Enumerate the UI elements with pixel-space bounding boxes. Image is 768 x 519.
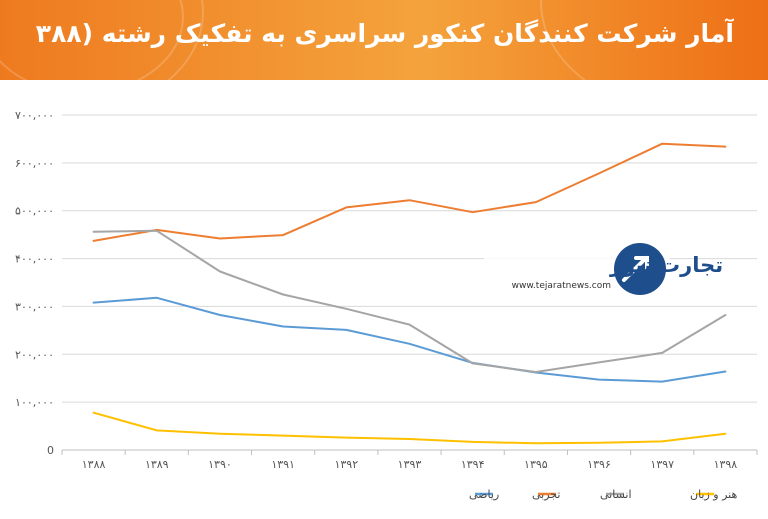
series-lines <box>92 142 727 445</box>
logo-emblem-icon <box>614 243 666 295</box>
x-tick-label: ۱۳۹۷ <box>650 458 674 471</box>
x-tick-label: ۱۳۹۸ <box>714 458 738 471</box>
logo-name: تجارت نیوز <box>609 253 723 277</box>
page-title: آمار شرکت کنندگان کنکور سراسری به تفکیک … <box>34 19 734 48</box>
y-tick-label: ۷۰۰,۰۰۰ <box>15 109 54 122</box>
y-tick-label: ۳۰۰,۰۰۰ <box>15 300 54 313</box>
x-axis: ۱۳۸۸ ۱۳۸۹ ۱۳۹۰ ۱۳۹۱ ۱۳۹۲ ۱۳۹۳ ۱۳۹۴ ۱۳۹۵ ۱۳۹۶ ۱۳۹۷… <box>61 450 758 471</box>
series-line-2 <box>92 142 727 242</box>
series-line-3 <box>92 229 727 373</box>
x-tick-label: ۱۳۹۰ <box>208 458 232 471</box>
y-axis: 0 ۱۰۰,۰۰۰ ۲۰۰,۰۰۰ ۳۰۰,۰۰۰ ۴۰۰,۰۰۰ ۵۰۰,۰۰۰ ۶۰۰,… <box>15 109 54 457</box>
x-tick-label: ۱۳۸۸ <box>82 458 106 471</box>
x-tick-label: ۱۳۹۱ <box>271 458 295 471</box>
line-chart: 0 ۱۰۰,۰۰۰ ۲۰۰,۰۰۰ ۳۰۰,۰۰۰ ۴۰۰,۰۰۰ ۵۰۰,۰۰۰ ۶۰۰,… <box>15 109 758 501</box>
logo-watermark: تجارت نیوز www.tejaratnews.com <box>484 234 723 300</box>
legend-label: تجربی <box>532 488 560 501</box>
x-tick-label: ۱۳۹۴ <box>461 458 485 471</box>
logo-arrow-icon <box>622 256 649 282</box>
y-tick-label: ۲۰۰,۰۰۰ <box>15 348 54 361</box>
legend: ریاضی تجربی انسانی هنر و زبان <box>469 488 737 501</box>
series-line-4 <box>92 411 727 445</box>
x-tick-label: ۱۳۹۵ <box>524 458 548 471</box>
legend-label: ریاضی <box>469 488 499 501</box>
x-tick-label: ۱۳۸۹ <box>145 458 169 471</box>
y-tick-label: ۱۰۰,۰۰۰ <box>15 396 54 409</box>
legend-label: هنر و زبان <box>690 488 737 501</box>
logo-url: www.tejaratnews.com <box>512 281 611 291</box>
y-tick-label: ۶۰۰,۰۰۰ <box>15 157 54 170</box>
x-tick-label: ۱۳۹۳ <box>398 458 422 471</box>
y-tick-label: ۴۰۰,۰۰۰ <box>15 253 54 266</box>
x-tick-label: ۱۳۹۶ <box>587 458 611 471</box>
grid-lines <box>62 114 757 451</box>
x-tick-label: ۱۳۹۲ <box>334 458 358 471</box>
legend-label: انسانی <box>600 488 632 501</box>
y-tick-label: ۵۰۰,۰۰۰ <box>15 205 54 218</box>
y-tick-label: 0 <box>47 444 54 457</box>
title-banner: آمار شرکت کنندگان کنکور سراسری به تفکیک … <box>0 0 768 80</box>
series-line-1 <box>92 296 727 383</box>
